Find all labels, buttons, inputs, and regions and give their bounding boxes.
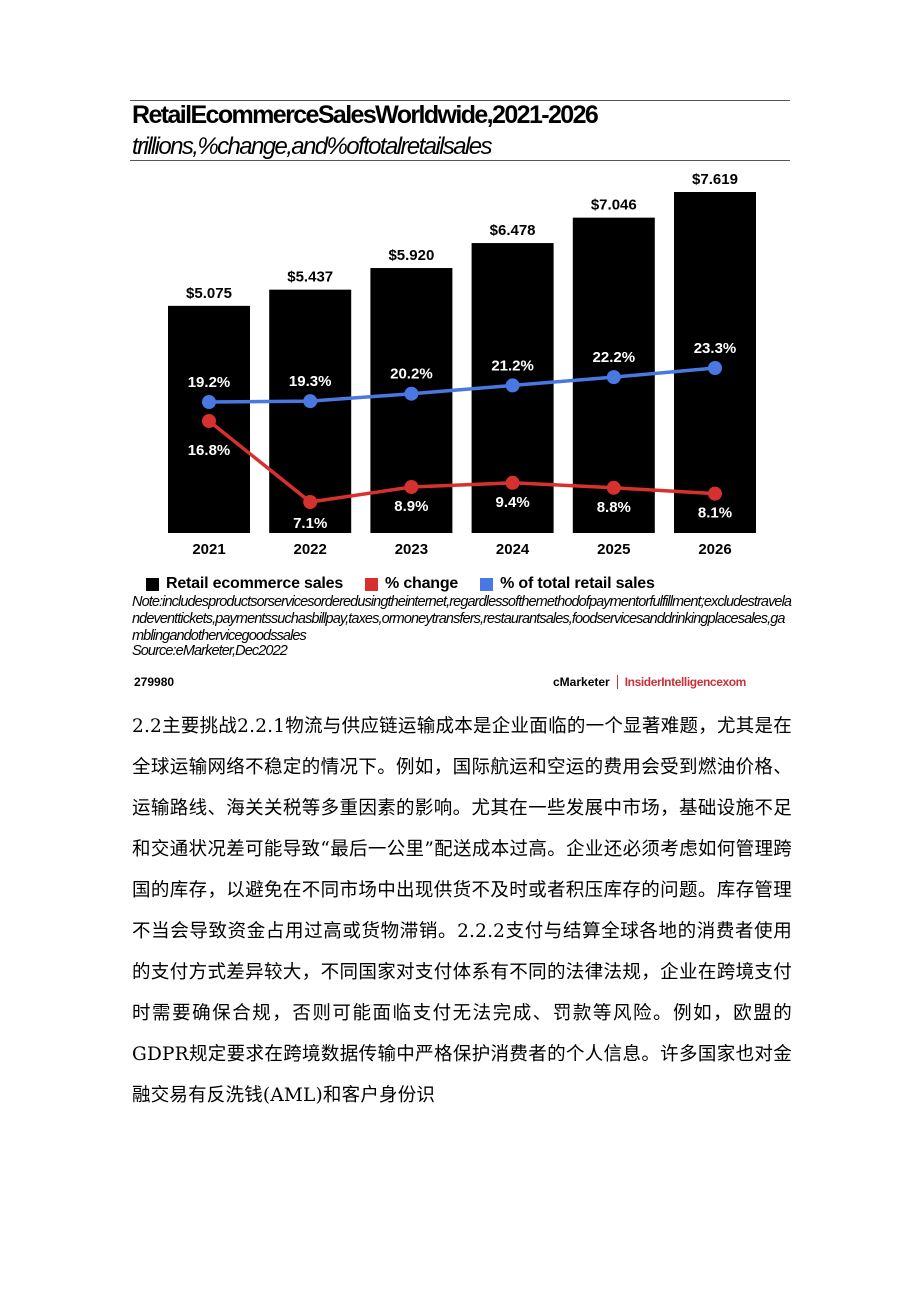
chart-id: 279980 bbox=[134, 675, 175, 689]
brand-site: InsiderIntelligencexom bbox=[624, 675, 747, 689]
bar-value-label: $7.619 bbox=[692, 171, 738, 188]
share-point bbox=[606, 370, 621, 385]
share-point bbox=[202, 395, 216, 409]
x-tick-label: 2023 bbox=[395, 541, 428, 558]
share-label: 19.3% bbox=[289, 373, 332, 390]
chart-legend: Retail ecommerce sales % change % of tot… bbox=[146, 574, 677, 594]
change-point bbox=[708, 486, 722, 501]
legend-label-change: % change bbox=[385, 575, 459, 592]
legend-label-share: % of total retail sales bbox=[500, 575, 655, 592]
chart-source: Source:eMarketer,Dec2022 bbox=[132, 643, 288, 659]
share-label: 20.2% bbox=[390, 366, 433, 383]
change-label: 7.1% bbox=[293, 515, 327, 532]
brand-name: cMarketer bbox=[553, 675, 610, 689]
x-tick-label: 2021 bbox=[192, 541, 225, 558]
x-tick-label: 2024 bbox=[496, 541, 530, 558]
change-point bbox=[505, 475, 520, 490]
x-tick-label: 2022 bbox=[294, 541, 327, 558]
change-label: 8.9% bbox=[394, 498, 428, 515]
change-point bbox=[202, 414, 216, 428]
legend-label-sales: Retail ecommerce sales bbox=[166, 575, 344, 592]
bar-2022 bbox=[269, 289, 352, 533]
share-label: 19.2% bbox=[188, 374, 231, 391]
legend-swatch-change bbox=[365, 577, 379, 591]
chart-brand: cMarketer InsiderIntelligencexom bbox=[553, 675, 746, 689]
share-label: 21.2% bbox=[491, 357, 534, 374]
bar-value-label: $6.478 bbox=[490, 222, 536, 239]
body-paragraph: 2.2主要挑战2.2.1物流与供应链运输成本是企业面临的一个显著难题，尤其是在全… bbox=[132, 716, 792, 1106]
share-point bbox=[303, 394, 318, 409]
share-line bbox=[208, 366, 716, 404]
share-label: 23.3% bbox=[694, 340, 737, 357]
bar-value-label: $5.437 bbox=[287, 269, 333, 286]
change-label: 8.8% bbox=[597, 499, 631, 516]
change-line bbox=[207, 419, 716, 504]
legend-item-change: % change bbox=[365, 575, 458, 593]
bar-value-label: $5.920 bbox=[388, 247, 434, 264]
legend-swatch-share bbox=[480, 577, 494, 591]
x-tick-label: 2026 bbox=[698, 541, 731, 558]
legend-swatch-sales bbox=[146, 577, 159, 591]
chart-subtitle: trillions,%change,and%oftotalretailsales bbox=[132, 133, 493, 160]
brand-separator bbox=[616, 675, 618, 689]
title-top-rule bbox=[130, 100, 790, 101]
change-point bbox=[303, 495, 318, 509]
change-label: 8.1% bbox=[698, 505, 732, 522]
legend-item-share: % of total retail sales bbox=[480, 575, 655, 593]
share-point bbox=[404, 386, 419, 401]
share-label: 22.2% bbox=[593, 349, 636, 366]
share-point bbox=[708, 361, 722, 375]
bar-value-label: $5.075 bbox=[186, 285, 232, 302]
change-label: 16.8% bbox=[188, 442, 231, 459]
change-point bbox=[606, 480, 621, 495]
chart-title: RetailEcommerceSalesWorldwide,2021-2026 bbox=[132, 101, 599, 129]
ecommerce-chart: $5.075 2021 $5.437 2022 $5.920 2023 $6.478 2024… bbox=[168, 171, 756, 558]
title-bottom-rule bbox=[130, 160, 790, 161]
chart-note: Note:includesproductsorservicesorderedus… bbox=[132, 594, 792, 644]
legend-item-sales: Retail ecommerce sales bbox=[146, 575, 343, 593]
share-point bbox=[505, 378, 520, 393]
bar-value-label: $7.046 bbox=[591, 197, 637, 214]
change-label: 9.4% bbox=[495, 494, 529, 511]
change-point bbox=[404, 479, 419, 494]
x-tick-label: 2025 bbox=[597, 541, 630, 558]
